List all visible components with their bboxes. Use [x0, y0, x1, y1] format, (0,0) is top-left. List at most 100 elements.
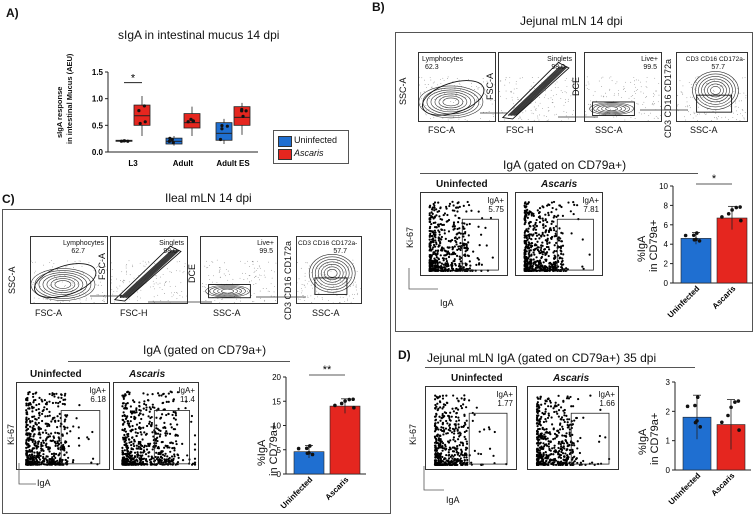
flow-event-dot — [306, 262, 308, 264]
flow-event-dot — [476, 86, 478, 87]
flow-event-dot — [547, 245, 550, 249]
flow-event-dot — [164, 444, 167, 447]
flow-event-dot — [440, 108, 441, 110]
flow-event-dot — [562, 92, 563, 93]
flow-event-dot — [524, 235, 528, 238]
panel-c-sig-label: ** — [323, 364, 332, 376]
flow-event-dot — [462, 227, 465, 230]
flow-event-dot — [133, 455, 137, 459]
flow-event-dot — [243, 290, 245, 292]
flow-event-dot — [123, 279, 125, 281]
flow-event-dot — [536, 419, 539, 422]
flow-event-dot — [529, 244, 533, 247]
flow-event-dot — [171, 447, 174, 450]
flow-event-dot — [146, 398, 150, 402]
flow-event-dot — [686, 101, 688, 103]
flow-event-dot — [168, 446, 171, 449]
flow-event-dot — [524, 230, 527, 233]
flow-event-dot — [48, 400, 51, 403]
flow-event-dot — [540, 453, 543, 457]
flow-event-dot — [524, 242, 527, 245]
flow-event-dot — [721, 117, 723, 119]
flow-event-dot — [68, 301, 70, 302]
flow-event-dot — [121, 463, 124, 466]
flow-event-dot — [542, 413, 545, 416]
flow-event-dot — [542, 219, 545, 222]
iga-gate-rect — [468, 412, 508, 465]
flow-event-dot — [145, 445, 148, 448]
flow-event-dot — [556, 113, 557, 115]
flow-event-dot — [48, 450, 51, 453]
flow-event-dot — [635, 86, 637, 88]
flow-event-dot — [443, 268, 446, 272]
flow-event-dot — [556, 81, 558, 83]
flow-event-dot — [480, 118, 481, 119]
flow-event-dot — [304, 279, 306, 281]
flow-event-dot — [537, 117, 539, 119]
flow-event-dot — [437, 236, 440, 239]
contour-line — [50, 278, 76, 291]
flow-event-dot — [148, 262, 150, 264]
flow-event-dot — [57, 436, 60, 439]
flow-event-dot — [570, 80, 572, 81]
flow-event-dot — [156, 392, 160, 395]
flow-event-dot — [300, 267, 302, 269]
flow-event-dot — [445, 207, 448, 210]
flow-event-dot — [473, 89, 475, 90]
flow-event-dot — [176, 461, 180, 464]
flow-event-dot — [145, 448, 149, 451]
flow-event-dot — [456, 438, 460, 441]
flow-event-dot — [54, 401, 58, 404]
flow-event-dot — [636, 103, 638, 104]
flow-event-dot — [180, 282, 182, 284]
flow-event-dot — [440, 262, 443, 265]
flow-event-dot — [523, 250, 527, 254]
flow-event-dot — [451, 200, 454, 203]
flow-event-dot — [487, 96, 488, 98]
panel-c-asc-iga-label: IgA+ — [178, 386, 195, 395]
flow-event-dot — [442, 259, 445, 262]
flow-event-dot — [465, 429, 468, 432]
flow-event-dot — [436, 249, 440, 253]
flow-event-dot — [104, 297, 106, 299]
flow-event-dot — [258, 265, 260, 267]
flow-event-dot — [562, 418, 565, 422]
flow-event-dot — [311, 302, 313, 303]
flow-event-dot — [316, 282, 318, 283]
flow-event-dot — [166, 432, 169, 435]
flow-event-dot — [111, 289, 113, 290]
flow-event-dot — [490, 90, 491, 92]
flow-event-dot — [355, 284, 357, 286]
panel-a-category-label: Adult ES — [216, 159, 250, 168]
flow-event-dot — [685, 106, 687, 108]
flow-event-dot — [645, 107, 646, 109]
flow-event-dot — [565, 414, 568, 417]
panel-c-frame — [2, 209, 391, 514]
flow-event-dot — [537, 444, 540, 447]
contour-line — [124, 249, 177, 299]
flow-event-dot — [549, 459, 552, 462]
flow-event-dot — [444, 100, 445, 102]
flow-event-dot — [136, 432, 139, 435]
panel-b-iga-axis-label: IgA — [440, 298, 454, 308]
flow-event-dot — [548, 262, 551, 265]
flow-event-dot — [546, 242, 549, 245]
flow-event-dot — [64, 458, 67, 462]
flow-event-dot — [522, 77, 524, 79]
flow-event-dot — [484, 226, 487, 229]
flow-event-dot — [466, 267, 470, 271]
flow-event-dot — [184, 263, 186, 265]
flow-event-dot — [347, 269, 349, 271]
flow-event-dot — [566, 423, 569, 427]
flow-event-dot — [578, 451, 582, 455]
flow-event-dot — [25, 421, 28, 424]
flow-event-dot — [242, 272, 244, 274]
panel-c-bar — [329, 405, 361, 475]
flow-event-dot — [104, 301, 105, 303]
flow-event-dot — [561, 440, 564, 443]
flow-event-dot — [557, 415, 560, 418]
flow-event-dot — [41, 410, 44, 413]
flow-event-dot — [515, 81, 517, 82]
panel-c-gate-cd3-plot: CD3 CD16 CD172a- 57.7 — [296, 236, 362, 304]
flow-event-dot — [534, 87, 536, 89]
